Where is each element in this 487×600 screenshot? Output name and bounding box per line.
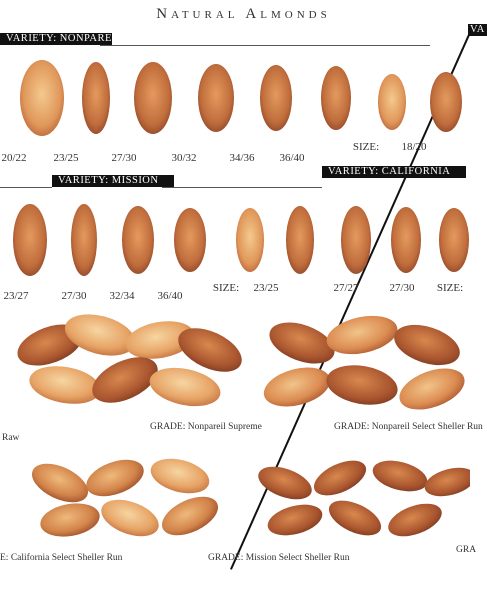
- size-prefix-2: SIZE:: [212, 282, 240, 294]
- size-label-9: 27/30: [61, 290, 87, 302]
- almond-4: [198, 64, 234, 132]
- pile-almond: [64, 314, 136, 356]
- almond-pile-nonpareil-select: [262, 305, 487, 420]
- almond-17: [439, 208, 469, 272]
- pile-almond: [399, 368, 465, 410]
- variety-band-mission: VARIETY: MISSION: [52, 175, 174, 187]
- almond-7: [378, 74, 406, 130]
- pile-almond: [263, 367, 331, 407]
- almond-12: [174, 208, 206, 272]
- pile-almond: [269, 322, 335, 364]
- pile-almond: [161, 496, 219, 536]
- size-label-3: 27/30: [111, 152, 137, 164]
- pile-almond: [388, 503, 442, 537]
- divider-rule: [162, 187, 322, 188]
- pile-almond: [424, 467, 476, 497]
- pile-almond: [267, 504, 323, 536]
- grade-label-2: GRADE: Nonpareil Supreme: [150, 422, 262, 432]
- grade-label-4: E: California Select Sheller Run: [0, 553, 123, 563]
- divider-rule: [100, 45, 430, 46]
- grade-label-6: GRA: [456, 545, 477, 555]
- almond-2: [82, 62, 110, 134]
- variety-band-nonpareil: VARIETY: NONPAREIL: [0, 33, 112, 45]
- size-label-13: 27/27: [333, 282, 359, 294]
- size-prefix-1: SIZE:: [352, 141, 380, 153]
- pile-almond: [258, 466, 312, 500]
- variety-band-california: VARIETY: CALIFORNIA: [322, 166, 466, 178]
- pile-almond: [17, 324, 83, 366]
- pile-almond: [326, 315, 398, 355]
- pile-almond: [150, 458, 210, 494]
- almond-row-mission-california: [0, 196, 487, 286]
- size-label-7: 18/20: [401, 141, 427, 153]
- pile-almond: [372, 460, 428, 492]
- size-label-12: 23/25: [253, 282, 279, 294]
- almond-pile-mission-select: [250, 448, 476, 548]
- almond-row-svg: [20, 60, 462, 136]
- almond-5: [260, 65, 292, 131]
- variety-band-corner: VA: [468, 24, 487, 36]
- almond-10: [71, 204, 97, 276]
- pile-almond: [92, 357, 158, 403]
- size-label-8: 23/27: [3, 290, 29, 302]
- almond-1: [20, 60, 64, 136]
- almond-pile-svg: [17, 314, 242, 407]
- pile-almond: [125, 321, 195, 359]
- almond-3: [134, 62, 172, 134]
- pile-almond: [29, 366, 101, 404]
- almond-pile-california-select: [20, 448, 240, 548]
- almond-row-svg: [13, 204, 469, 276]
- almond-pile-svg: [263, 315, 465, 410]
- page-title: Natural Almonds: [156, 6, 331, 22]
- size-label-5: 34/36: [229, 152, 255, 164]
- size-label-15: SIZE:: [436, 282, 464, 294]
- almond-8: [430, 72, 462, 132]
- pile-almond: [326, 365, 398, 405]
- grade-label-1: Raw: [2, 433, 20, 443]
- almond-pile-nonpareil-supreme: [10, 305, 260, 420]
- almond-15: [341, 206, 371, 274]
- pile-almond: [40, 503, 100, 537]
- almond-9: [13, 204, 47, 276]
- divider-rule: [0, 187, 52, 188]
- size-label-10: 32/34: [109, 290, 135, 302]
- pile-almond: [394, 324, 460, 366]
- pile-almond: [86, 459, 144, 497]
- size-label-4: 30/32: [171, 152, 197, 164]
- almond-6: [321, 66, 351, 130]
- almond-16: [391, 207, 421, 273]
- pile-almond: [101, 499, 159, 537]
- almond-row-nonpareil: [0, 52, 487, 142]
- size-label-14: 27/30: [389, 282, 415, 294]
- size-label-6: 36/40: [279, 152, 305, 164]
- almond-13: [236, 208, 264, 272]
- almond-11: [122, 206, 154, 274]
- pile-almond: [313, 460, 367, 496]
- almond-pile-svg: [258, 460, 476, 537]
- almond-pile-svg: [31, 458, 219, 537]
- size-label-11: 36/40: [157, 290, 183, 302]
- almond-14: [286, 206, 314, 274]
- pile-almond: [328, 500, 382, 536]
- pile-almond: [178, 328, 242, 372]
- grade-label-3: GRADE: Nonpareil Select Sheller Run: [334, 422, 483, 432]
- grade-label-5: GRADE: Mission Select Sheller Run: [208, 553, 350, 563]
- size-label-2: 23/25: [53, 152, 79, 164]
- pile-almond: [31, 463, 89, 503]
- size-label-1: 20/22: [1, 152, 27, 164]
- pile-almond: [149, 367, 221, 407]
